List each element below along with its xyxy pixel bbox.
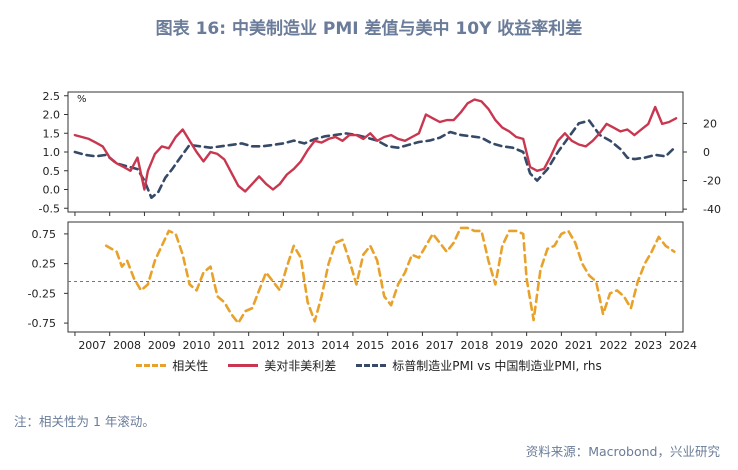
x-tick-label: 2008 [113,339,141,352]
left-tick-label: -0.5 [39,202,60,215]
right-tick-label: -40 [703,203,721,216]
right-tick-label: 0 [703,146,710,159]
lower-tick-label: 0.75 [32,228,57,241]
unit-label: % [77,94,87,105]
upper-frame [67,91,684,213]
legend-swatch-pmi [356,364,387,367]
legend-item-pmi: 标普制造业PMI vs 中国制造业PMI, rhs [356,357,602,374]
lower-tick-label: -0.25 [28,287,56,300]
left-tick-label: 0.5 [43,165,61,178]
legend-label-spread: 美对非美利差 [264,359,337,373]
x-tick-label: 2012 [252,339,280,352]
x-tick-label: 2017 [426,339,454,352]
x-tick-label: 2010 [183,339,211,352]
x-tick-label: 2009 [148,339,176,352]
lower-tick-label: -0.75 [28,317,56,330]
lower-tick-label: 0.25 [32,258,57,271]
upper-panel: 2.5 2.0 1.5 1.0 0.5 0.0 -0.5% 20 0 -20 -40 [39,90,721,216]
x-tick-label: 2019 [495,339,523,352]
legend-swatch-corr [136,364,167,367]
left-tick-label: 0.0 [43,184,61,197]
x-tick-label: 2018 [461,339,489,352]
x-tick-label: 2022 [600,339,628,352]
legend-item-spread: 美对非美利差 [228,357,336,374]
legend-label-corr: 相关性 [172,359,209,373]
x-tick-label: 2011 [217,339,245,352]
x-tick-label: 2013 [287,339,315,352]
left-tick-label: 2.5 [43,90,61,103]
legend-label-pmi: 标普制造业PMI vs 中国制造业PMI, rhs [392,359,602,373]
right-tick-label: 20 [703,117,717,130]
x-tick-label: 2014 [322,339,350,352]
x-tick-label: 2007 [78,339,106,352]
series-correlation-line [104,226,676,325]
series-pmi-diff-line [73,119,678,199]
lower-panel: 0.75 0.25 -0.25 -0.75 [28,221,684,333]
source-credit: 资料来源：Macrobond，兴业研究 [525,444,720,459]
x-tick-label: 2024 [669,339,697,352]
series-yield-spread-line [73,98,678,193]
legend-swatch-spread [228,364,259,367]
x-tick-label: 2023 [634,339,662,352]
x-axis: 2007 2008 2009 2010 2011 2012 2013 2014 2015 2016… [74,212,697,352]
footnote: 注：相关性为 1 年滚动。 [14,414,155,429]
x-tick-label: 2021 [565,339,593,352]
lower-frame [67,221,684,333]
legend-item-corr: 相关性 [136,357,208,374]
left-tick-label: 2.0 [43,109,61,122]
left-tick-label: 1.0 [43,146,61,159]
x-tick-label: 2015 [356,339,384,352]
chart-title: 图表 16: 中美制造业 PMI 差值与美中 10Y 收益率利差 [155,19,583,39]
right-tick-label: -20 [703,175,721,188]
legend: 相关性 美对非美利差 标普制造业PMI vs 中国制造业PMI, rhs [0,357,738,374]
x-tick-label: 2016 [391,339,419,352]
left-tick-label: 1.5 [43,127,61,140]
x-tick-label: 2020 [530,339,558,352]
